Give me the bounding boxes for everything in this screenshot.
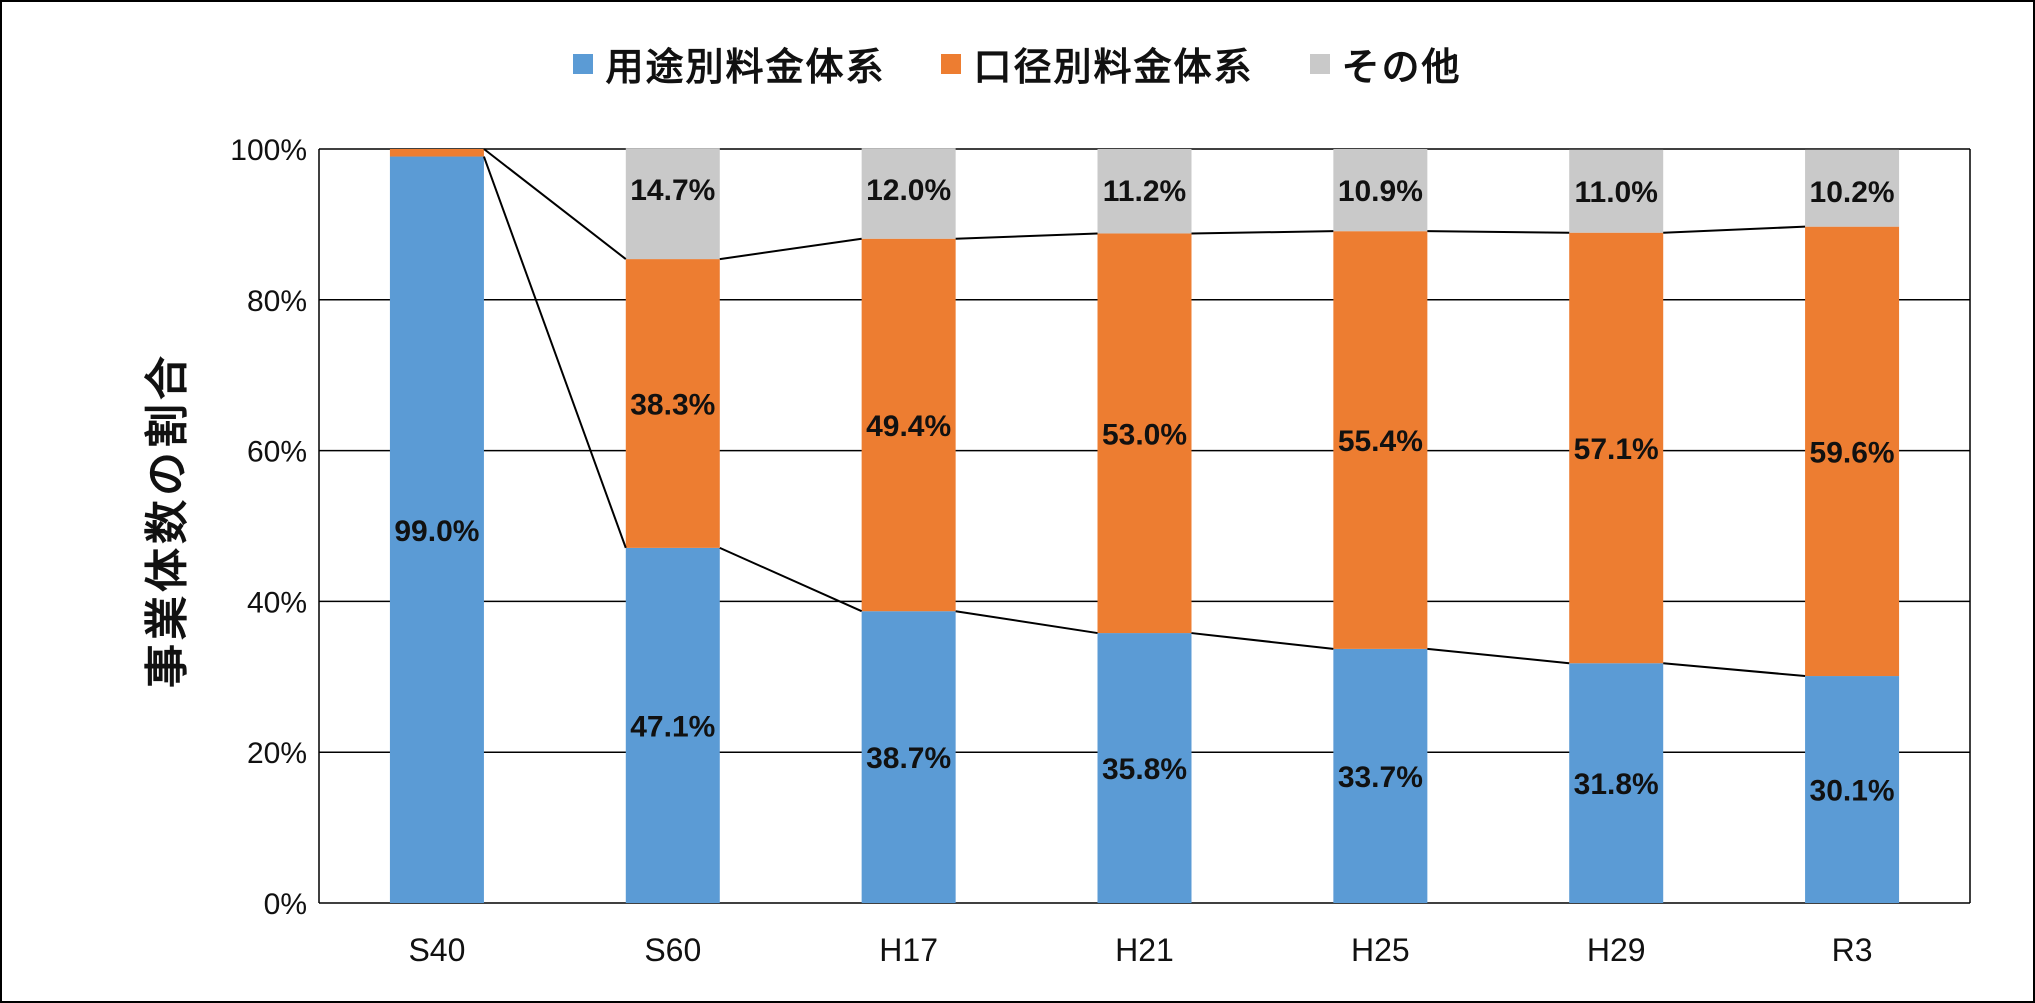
series-line-segment xyxy=(1663,662,1806,678)
bar-H17-series-2 xyxy=(861,148,956,239)
bar-S60-series-1 xyxy=(625,259,720,548)
x-tick-label: H25 xyxy=(1351,932,1410,968)
series-line-segment xyxy=(719,237,862,261)
data-label: 12.0% xyxy=(866,174,951,207)
series-line-segment xyxy=(1191,230,1334,235)
series-line-segment xyxy=(719,546,863,613)
legend-swatch-diameter xyxy=(941,53,962,74)
y-tick-label: 100% xyxy=(230,134,307,167)
bar-H29-series-0 xyxy=(1569,663,1664,903)
y-tick-label: 40% xyxy=(247,586,307,619)
series-line-segment xyxy=(1427,647,1570,665)
y-tick-label: 0% xyxy=(264,888,307,921)
bar-H21-series-0 xyxy=(1097,633,1192,903)
data-label: 11.0% xyxy=(1575,176,1658,209)
series-line-segment xyxy=(1191,632,1334,650)
x-tick-label: R3 xyxy=(1832,932,1873,968)
x-tick-label: H29 xyxy=(1587,932,1646,968)
data-label: 10.9% xyxy=(1338,175,1423,208)
data-label: 55.4% xyxy=(1338,425,1423,458)
data-label: 38.3% xyxy=(630,388,715,421)
legend-swatch-other xyxy=(1309,53,1330,74)
legend-item-usage: 用途別料金体系 xyxy=(573,36,885,91)
data-label: 35.8% xyxy=(1102,753,1187,786)
y-tick-label: 20% xyxy=(247,737,307,770)
bar-S40-series-0 xyxy=(389,156,484,904)
data-label: 57.1% xyxy=(1574,433,1659,466)
data-label: 10.2% xyxy=(1810,176,1895,209)
x-tick-label: H21 xyxy=(1115,932,1174,968)
bar-S60-series-0 xyxy=(625,547,720,903)
legend-item-other: その他 xyxy=(1309,36,1462,91)
data-label: 14.7% xyxy=(630,174,715,207)
bar-H21-series-1 xyxy=(1097,233,1192,634)
bar-H25-series-0 xyxy=(1333,648,1428,903)
x-tick-label: H17 xyxy=(879,932,938,968)
data-label: 11.2% xyxy=(1103,175,1186,208)
legend-label-other: その他 xyxy=(1341,45,1462,89)
y-tick-label: 80% xyxy=(247,285,307,318)
data-label: 30.1% xyxy=(1810,775,1895,808)
series-line-segment xyxy=(955,610,1098,635)
data-label: 33.7% xyxy=(1338,761,1423,794)
bar-H29-series-2 xyxy=(1569,149,1664,233)
x-tick-label: S40 xyxy=(408,932,465,968)
legend-swatch-usage xyxy=(573,53,594,74)
y-tick-label: 60% xyxy=(247,436,307,469)
bar-H17-series-1 xyxy=(861,238,956,612)
series-line-segment xyxy=(483,148,627,260)
legend-label-diameter: 口径別料金体系 xyxy=(973,45,1254,89)
bar-H25-series-2 xyxy=(1333,149,1428,232)
bar-H21-series-2 xyxy=(1097,149,1192,234)
data-label: 47.1% xyxy=(630,710,715,743)
legend-label-usage: 用途別料金体系 xyxy=(605,45,886,89)
series-line-segment xyxy=(955,232,1098,240)
bar-R3-series-1 xyxy=(1805,226,1900,677)
series-line-segment xyxy=(1663,225,1806,234)
legend: 用途別料金体系 口径別料金体系 その他 xyxy=(0,36,2035,91)
bar-R3-series-0 xyxy=(1805,676,1900,903)
data-label: 49.4% xyxy=(866,410,951,443)
data-label: 59.6% xyxy=(1810,436,1895,469)
bar-S40-series-1 xyxy=(389,149,484,157)
data-label: 99.0% xyxy=(394,515,479,548)
bar-H25-series-1 xyxy=(1333,231,1428,649)
data-label: 38.7% xyxy=(866,742,951,775)
series-line-segment xyxy=(1427,230,1570,234)
x-tick-label: S60 xyxy=(644,932,701,968)
bar-R3-series-2 xyxy=(1805,149,1900,227)
data-label: 31.8% xyxy=(1574,768,1659,801)
series-line-segment xyxy=(482,156,627,549)
bar-H29-series-1 xyxy=(1569,232,1664,664)
legend-item-diameter: 口径別料金体系 xyxy=(941,36,1253,91)
data-label: 53.0% xyxy=(1102,418,1187,451)
bar-S60-series-2 xyxy=(625,148,720,260)
bar-H17-series-0 xyxy=(861,611,956,903)
